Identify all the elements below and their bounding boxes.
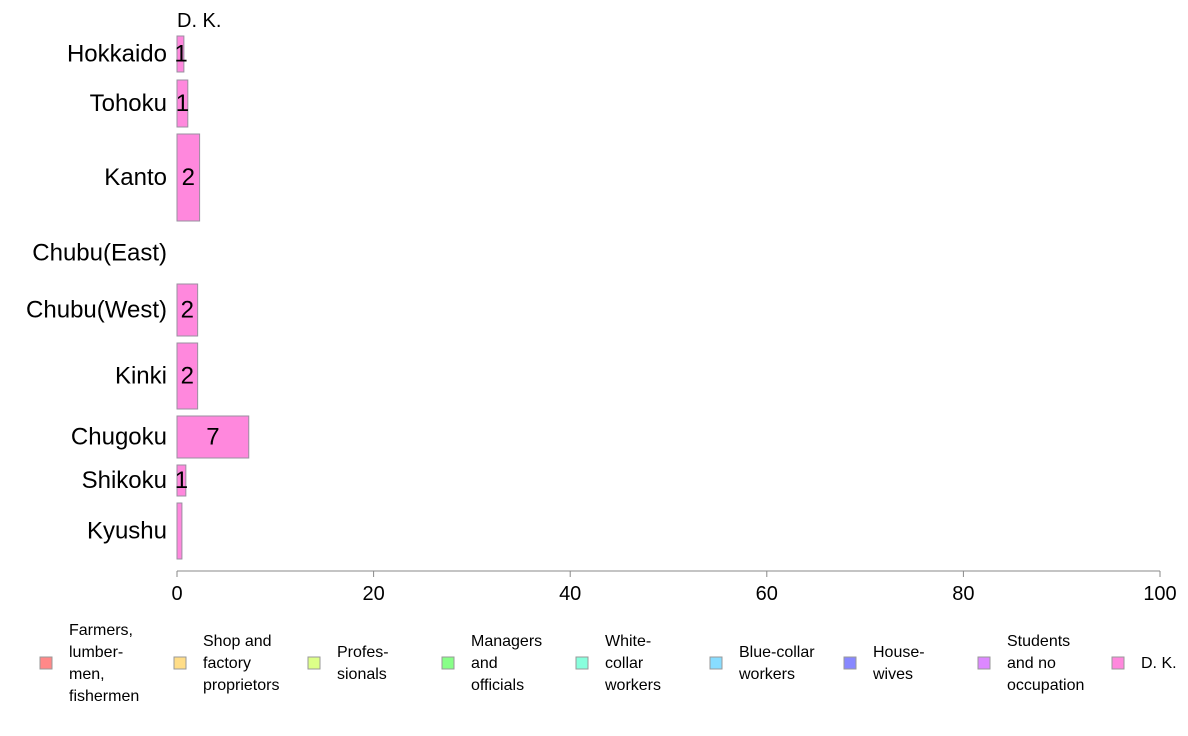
- legend-label: Farmers, lumber-men, fishermen: [69, 622, 139, 705]
- bar-tohoku: [176, 79, 189, 128]
- bar-value-label-hokkaido: 1: [174, 41, 187, 68]
- region-label-tohoku: Tohoku: [90, 90, 167, 117]
- region-label-chugoku: Chugoku: [71, 424, 167, 451]
- legend-swatch: [843, 656, 857, 670]
- region-label-chubu-west: Chubu(West): [26, 297, 167, 324]
- bar-chubu-west: [176, 283, 199, 337]
- x-tick-label-40: 40: [559, 583, 581, 605]
- legend: Farmers, lumber-men, fishermen Shop and fact…: [39, 622, 1177, 705]
- bar-chugoku: [176, 415, 250, 459]
- region-label-chubu-east: Chubu(East): [32, 240, 167, 267]
- legend-item-6: House-wives: [843, 644, 925, 683]
- bar-value-label-kinki: 2: [181, 363, 194, 390]
- bar-value-label-shikoku: 1: [175, 467, 188, 494]
- legend-swatch: [173, 656, 187, 670]
- bar-value-label-chugoku: 7: [206, 424, 219, 451]
- legend-item-2: Profes-sionals: [307, 644, 389, 683]
- legend-swatch: [39, 656, 53, 670]
- region-label-kinki: Kinki: [115, 363, 167, 390]
- legend-swatch: [441, 656, 455, 670]
- legend-swatch: [1111, 656, 1125, 670]
- legend-item-1: Shop and factory proprietors: [173, 633, 279, 694]
- bar-hokkaido: [176, 35, 185, 73]
- bar-kanto: [176, 133, 201, 222]
- region-label-shikoku: Shikoku: [82, 467, 167, 494]
- legend-swatch: [977, 656, 991, 670]
- region-labels: Hokkaido Tohoku Kanto Chubu(East) Chubu(West…: [26, 41, 167, 545]
- legend-label: White-collar workers: [604, 633, 661, 694]
- x-axis: 0 20 40 60 80 100: [171, 570, 1177, 605]
- legend-swatch: [575, 656, 589, 670]
- legend-label: Managers and officials: [471, 633, 542, 694]
- legend-swatch: [709, 656, 723, 670]
- region-label-kyushu: Kyushu: [87, 518, 167, 545]
- bar-value-label-chubu-west: 2: [181, 297, 194, 324]
- legend-item-7: Students and no occupation: [977, 633, 1084, 694]
- legend-label: Shop and factory proprietors: [203, 633, 279, 694]
- region-label-hokkaido: Hokkaido: [67, 41, 167, 68]
- legend-item-0: Farmers, lumber-men, fishermen: [39, 622, 139, 705]
- legend-label: House-wives: [872, 644, 925, 683]
- legend-item-3: Managers and officials: [441, 633, 542, 694]
- legend-label: Blue-collar workers: [738, 644, 815, 683]
- bar-shikoku: [176, 464, 187, 497]
- bar-value-label-tohoku: 1: [176, 90, 189, 117]
- x-tick-label-20: 20: [362, 583, 384, 605]
- region-label-kanto: Kanto: [104, 164, 167, 191]
- legend-label: D. K.: [1141, 655, 1177, 672]
- legend-item-8: D. K.: [1111, 655, 1177, 672]
- legend-item-4: White-collar workers: [575, 633, 661, 694]
- column-title: D. K.: [177, 10, 221, 32]
- x-tick-label-60: 60: [756, 583, 778, 605]
- x-tick-label-100: 100: [1143, 583, 1176, 605]
- x-tick-label-0: 0: [171, 583, 182, 605]
- legend-label: Students and no occupation: [1007, 633, 1084, 694]
- legend-label: Profes-sionals: [337, 644, 389, 683]
- bar-kinki: [176, 342, 199, 410]
- legend-swatch: [307, 656, 321, 670]
- legend-item-5: Blue-collar workers: [709, 644, 815, 683]
- bar-value-label-kanto: 2: [182, 164, 195, 191]
- bar-kyushu: [176, 502, 183, 560]
- x-tick-label-80: 80: [952, 583, 974, 605]
